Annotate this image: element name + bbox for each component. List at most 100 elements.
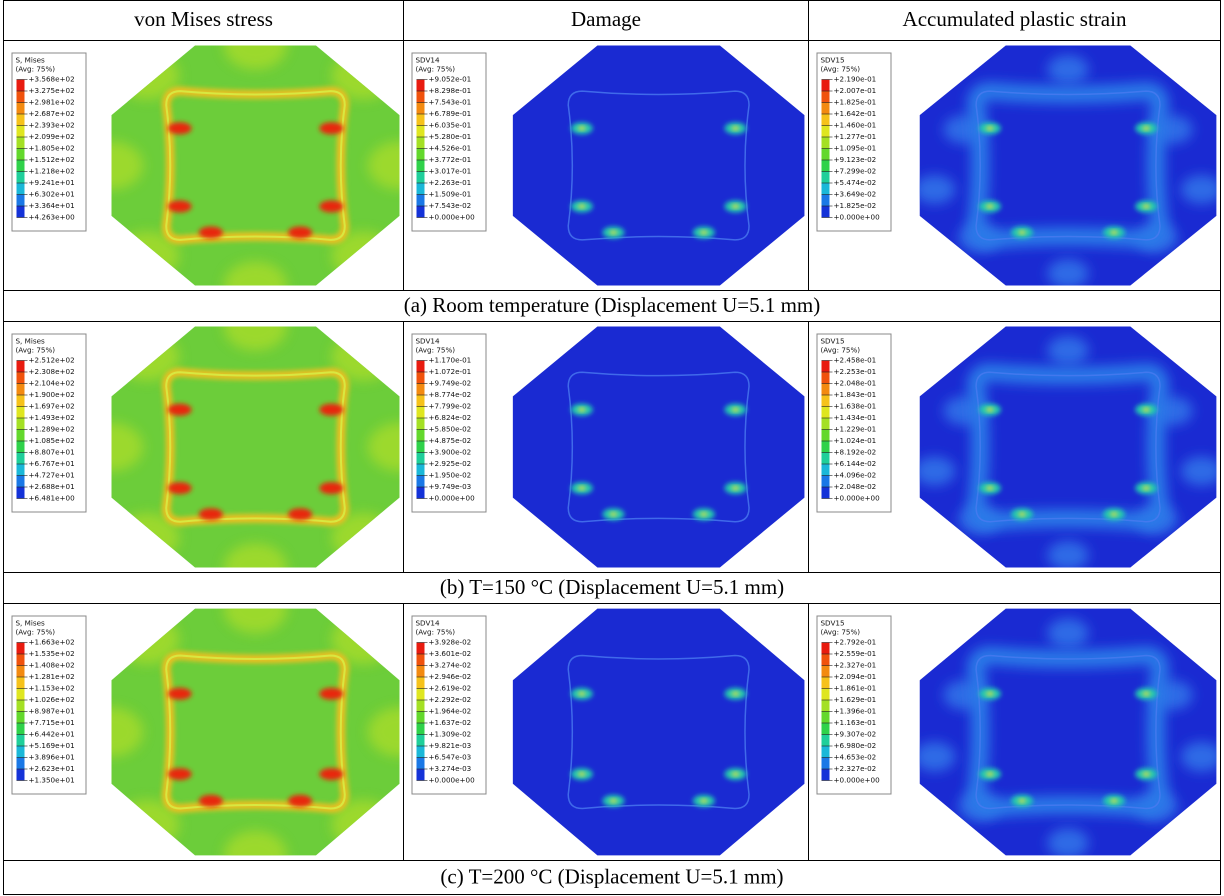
plate bbox=[919, 608, 1217, 856]
legend-band bbox=[821, 372, 830, 384]
row-caption: (a) Room temperature (Displacement U=5.1… bbox=[404, 293, 821, 317]
legend-value: +2.292e-02 bbox=[429, 695, 472, 704]
legend-band bbox=[16, 711, 25, 723]
legend-value: +0.000e+00 bbox=[429, 776, 476, 785]
legend-value: +5.474e-02 bbox=[834, 178, 877, 187]
legend-band bbox=[416, 757, 425, 769]
edge-zone bbox=[143, 608, 160, 620]
stress-zone bbox=[223, 608, 288, 634]
hot-spot-core bbox=[577, 486, 586, 491]
legend-variable: SDV15 bbox=[821, 56, 845, 65]
legend-variable: S, Mises bbox=[16, 619, 45, 628]
legend-band bbox=[821, 642, 830, 654]
legend-band bbox=[416, 137, 425, 149]
legend-band bbox=[821, 677, 830, 689]
legend-band bbox=[16, 665, 25, 677]
hot-spot-core bbox=[1142, 486, 1151, 491]
legend-band bbox=[416, 102, 425, 114]
legend-value: +9.052e-01 bbox=[429, 75, 472, 84]
hot-spot-core bbox=[1142, 126, 1151, 131]
legend-band bbox=[416, 746, 425, 758]
legend-value: +1.900e+02 bbox=[29, 390, 75, 399]
hot-spot bbox=[167, 200, 192, 213]
field bbox=[567, 371, 750, 523]
stress-zone bbox=[223, 326, 288, 351]
legend-value: +9.749e-03 bbox=[429, 482, 472, 491]
legend-value: +2.458e-01 bbox=[834, 356, 877, 365]
legend-band bbox=[16, 171, 25, 183]
legend-band bbox=[16, 487, 25, 499]
legend-value: +6.302e+01 bbox=[29, 190, 75, 199]
legend-band bbox=[821, 171, 830, 183]
legend-value: +8.774e-02 bbox=[429, 390, 472, 399]
legend-band bbox=[821, 711, 830, 723]
legend-value: +1.509e-01 bbox=[429, 190, 472, 199]
field bbox=[919, 618, 1217, 856]
hot-spot-core bbox=[985, 407, 994, 412]
hot-spot-core bbox=[1142, 407, 1151, 412]
legend-band bbox=[416, 665, 425, 677]
legend-band bbox=[16, 383, 25, 395]
edge-zone bbox=[143, 45, 160, 56]
legend-averaging: (Avg: 75%) bbox=[821, 65, 861, 74]
legend-band bbox=[821, 395, 830, 407]
legend-band bbox=[416, 429, 425, 441]
hot-spot-core bbox=[731, 204, 740, 209]
legend-value: +2.946e-02 bbox=[429, 672, 472, 681]
legend-band bbox=[821, 464, 830, 476]
legend-band bbox=[416, 711, 425, 723]
hot-spot-core bbox=[731, 772, 740, 777]
hot-spot bbox=[167, 122, 192, 135]
legend-value: +1.950e-02 bbox=[429, 471, 472, 480]
legend-value: +3.017e-01 bbox=[429, 167, 472, 176]
legend-value: +2.327e-01 bbox=[834, 661, 877, 670]
legend-value: +8.987e+01 bbox=[29, 707, 75, 716]
legend-value: +9.241e+01 bbox=[29, 178, 75, 187]
inner-edge bbox=[975, 654, 1161, 810]
legend-band bbox=[416, 395, 425, 407]
legend-value: +2.512e+02 bbox=[29, 356, 75, 365]
legend-band bbox=[416, 406, 425, 418]
legend-band bbox=[821, 102, 830, 114]
legend-band bbox=[821, 148, 830, 160]
plate bbox=[512, 326, 805, 568]
hot-spot-core bbox=[985, 691, 994, 696]
legend-value: +1.170e-01 bbox=[429, 356, 472, 365]
inner-edge bbox=[975, 90, 1161, 241]
legend-band bbox=[16, 125, 25, 137]
legend-value: +4.263e+00 bbox=[29, 213, 76, 222]
legend-value: +6.789e-01 bbox=[429, 109, 472, 118]
legend-band bbox=[821, 452, 830, 464]
hot-spot-core bbox=[609, 512, 618, 517]
legend-variable: SDV14 bbox=[416, 619, 440, 628]
legend-value: +1.825e-02 bbox=[834, 201, 877, 210]
legend-value: +1.072e-01 bbox=[429, 367, 472, 376]
legend-value: +2.981e+02 bbox=[29, 98, 75, 107]
legend-value: +4.526e-01 bbox=[429, 144, 472, 153]
legend-value: +5.850e-02 bbox=[429, 425, 472, 434]
legend-value: +1.024e-01 bbox=[834, 436, 877, 445]
legend-value: +2.007e-01 bbox=[834, 86, 877, 95]
edge-zone bbox=[351, 275, 368, 286]
table-border bbox=[3, 0, 1221, 895]
legend-value: +1.396e-01 bbox=[834, 707, 877, 716]
hot-spot bbox=[198, 226, 223, 239]
legend-band bbox=[416, 171, 425, 183]
legend-value: +1.408e+02 bbox=[29, 661, 75, 670]
contour-panel: S, Mises(Avg: 75%)+3.568e+02 +3.275e+02 +2… bbox=[11, 45, 400, 286]
hot-spot-core bbox=[731, 126, 740, 131]
legend-value: +9.821e-03 bbox=[429, 741, 472, 750]
column-header: Damage bbox=[571, 7, 641, 31]
legend-value: +4.096e-02 bbox=[834, 471, 877, 480]
hot-spot bbox=[319, 687, 344, 700]
legend-band bbox=[16, 464, 25, 476]
hot-spot bbox=[288, 226, 313, 239]
legend-value: +4.727e+01 bbox=[29, 471, 75, 480]
plate bbox=[111, 326, 400, 568]
legend-band bbox=[416, 464, 425, 476]
legend-value: +1.153e+02 bbox=[29, 684, 75, 693]
hot-spot-core bbox=[1018, 230, 1027, 235]
hot-spot-core bbox=[1018, 512, 1027, 517]
legend-value: +1.277e-01 bbox=[834, 132, 877, 141]
hot-spot-core bbox=[577, 126, 586, 131]
